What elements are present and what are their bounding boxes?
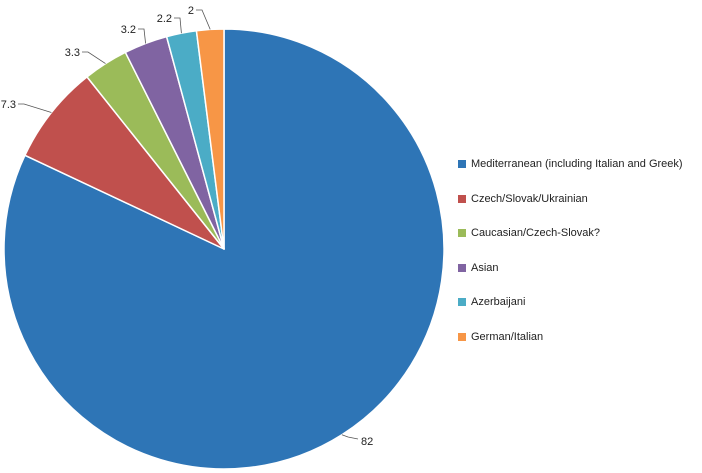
legend-item-azerbaijani: Azerbaijani [458,295,702,309]
pie-slice-german-italian [195,28,225,250]
legend-item-asian: Asian [458,261,702,275]
legend-swatch [458,229,466,238]
leader-line [341,434,359,440]
legend-swatch [458,298,466,307]
legend-swatch [458,332,466,341]
legend-label: German/Italian [471,330,544,343]
data-label-mediterranean-including-italian-and-greek: 82 [361,436,373,448]
leader-line [82,51,106,64]
legend-label: Caucasian/Czech-Slovak? [471,227,601,240]
legend-item-czech-slovak-ukrainian: Czech/Slovak/Ukrainian [458,192,702,206]
chart-legend: Mediterranean (including Italian and Gre… [458,157,702,365]
leader-line [174,17,182,34]
legend-swatch [458,263,466,272]
data-label-azerbaijani: 2.2 [157,13,172,25]
leader-line [18,103,52,113]
leader-line [138,28,146,44]
data-label-asian: 3.2 [121,24,136,36]
legend-label: Czech/Slovak/Ukrainian [471,192,588,205]
pie-slices [3,28,445,470]
leader-line [196,9,211,30]
legend-item-mediterranean: Mediterranean (including Italian and Gre… [458,157,702,171]
legend-swatch [458,160,466,168]
legend-label: Asian [471,261,499,274]
data-label-caucasian-czech-slovak: 3.3 [65,47,80,59]
legend-swatch [458,194,466,203]
data-label-german-italian: 2 [188,5,194,17]
leader-lines [18,9,359,440]
legend-label: Mediterranean (including Italian and Gre… [471,158,683,170]
legend-item-caucasian-czech-slovak: Caucasian/Czech-Slovak? [458,226,702,240]
legend-label: Azerbaijani [471,296,526,309]
legend-item-german-italian: German/Italian [458,330,702,344]
pie-slice-czech-slovak-ukrainian [24,76,225,250]
data-label-czech-slovak-ukrainian: 7.3 [1,99,16,111]
data-labels: 82 7.3 3.3 3.2 2.2 2 [1,5,374,448]
